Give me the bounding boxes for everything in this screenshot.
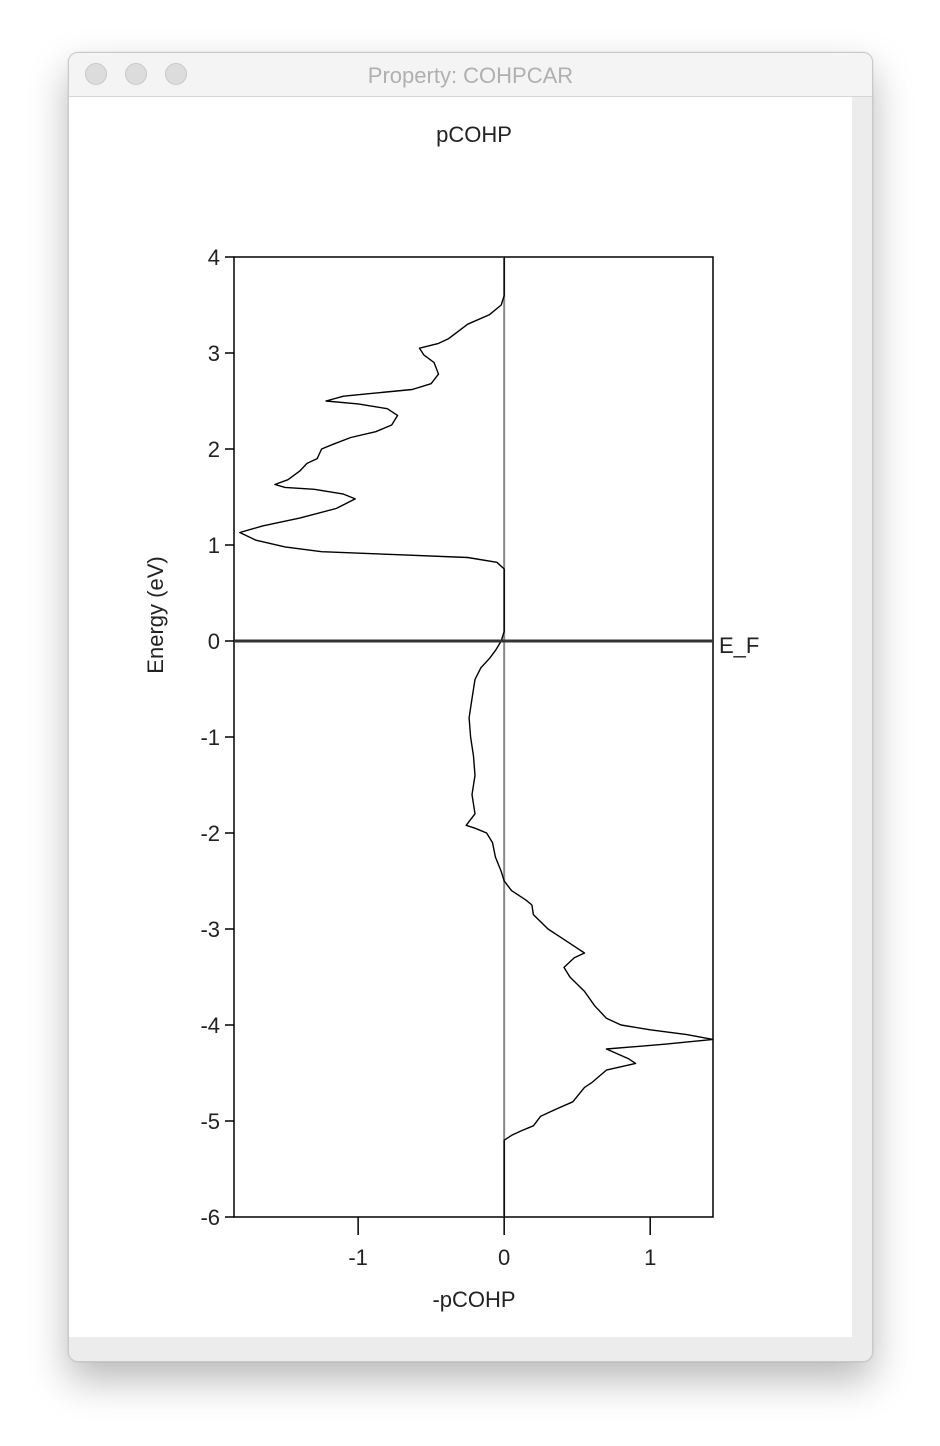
fermi-level-label: E_F <box>719 633 759 658</box>
y-tick-label: 3 <box>208 341 220 366</box>
x-tick-label: -1 <box>348 1245 368 1270</box>
y-tick-label: 0 <box>208 629 220 654</box>
pcohp-chart: pCOHP Energy (eV) -pCOHP 4 3 2 1 0 -1 -2 -3 -4 -5… <box>143 122 759 1312</box>
y-tick-label: 2 <box>208 437 220 462</box>
y-axis-label: Energy (eV) <box>143 556 168 673</box>
window-titlebar[interactable]: Property: COHPCAR <box>69 53 872 97</box>
close-window-button[interactable] <box>85 63 107 85</box>
x-ticks: -1 0 1 <box>348 1217 656 1270</box>
y-ticks: 4 3 2 1 0 -1 -2 -3 -4 -5 -6 <box>200 245 234 1230</box>
window-title: Property: COHPCAR <box>367 63 574 88</box>
x-tick-label: 1 <box>644 1245 656 1270</box>
plot-area: pCOHP Energy (eV) -pCOHP 4 3 2 1 0 -1 -2 -3 -4 -5… <box>69 97 852 1337</box>
zoom-window-button[interactable] <box>165 63 187 85</box>
y-tick-label: 1 <box>208 533 220 558</box>
chart-title: pCOHP <box>436 122 512 147</box>
y-tick-label: -5 <box>200 1109 220 1134</box>
property-window: Property: COHPCAR pCOHP Energy (eV) -pCO… <box>68 52 873 1362</box>
x-tick-label: 0 <box>498 1245 510 1270</box>
y-tick-label: -4 <box>200 1013 220 1038</box>
plot-frame <box>233 256 714 1218</box>
y-tick-label: -1 <box>200 725 220 750</box>
y-tick-label: -2 <box>200 821 220 846</box>
y-tick-label: 4 <box>208 245 220 270</box>
minimize-window-button[interactable] <box>125 63 147 85</box>
y-tick-label: -6 <box>200 1205 220 1230</box>
x-axis-label: -pCOHP <box>432 1287 515 1312</box>
y-tick-label: -3 <box>200 917 220 942</box>
pcohp-curve <box>239 257 714 1217</box>
